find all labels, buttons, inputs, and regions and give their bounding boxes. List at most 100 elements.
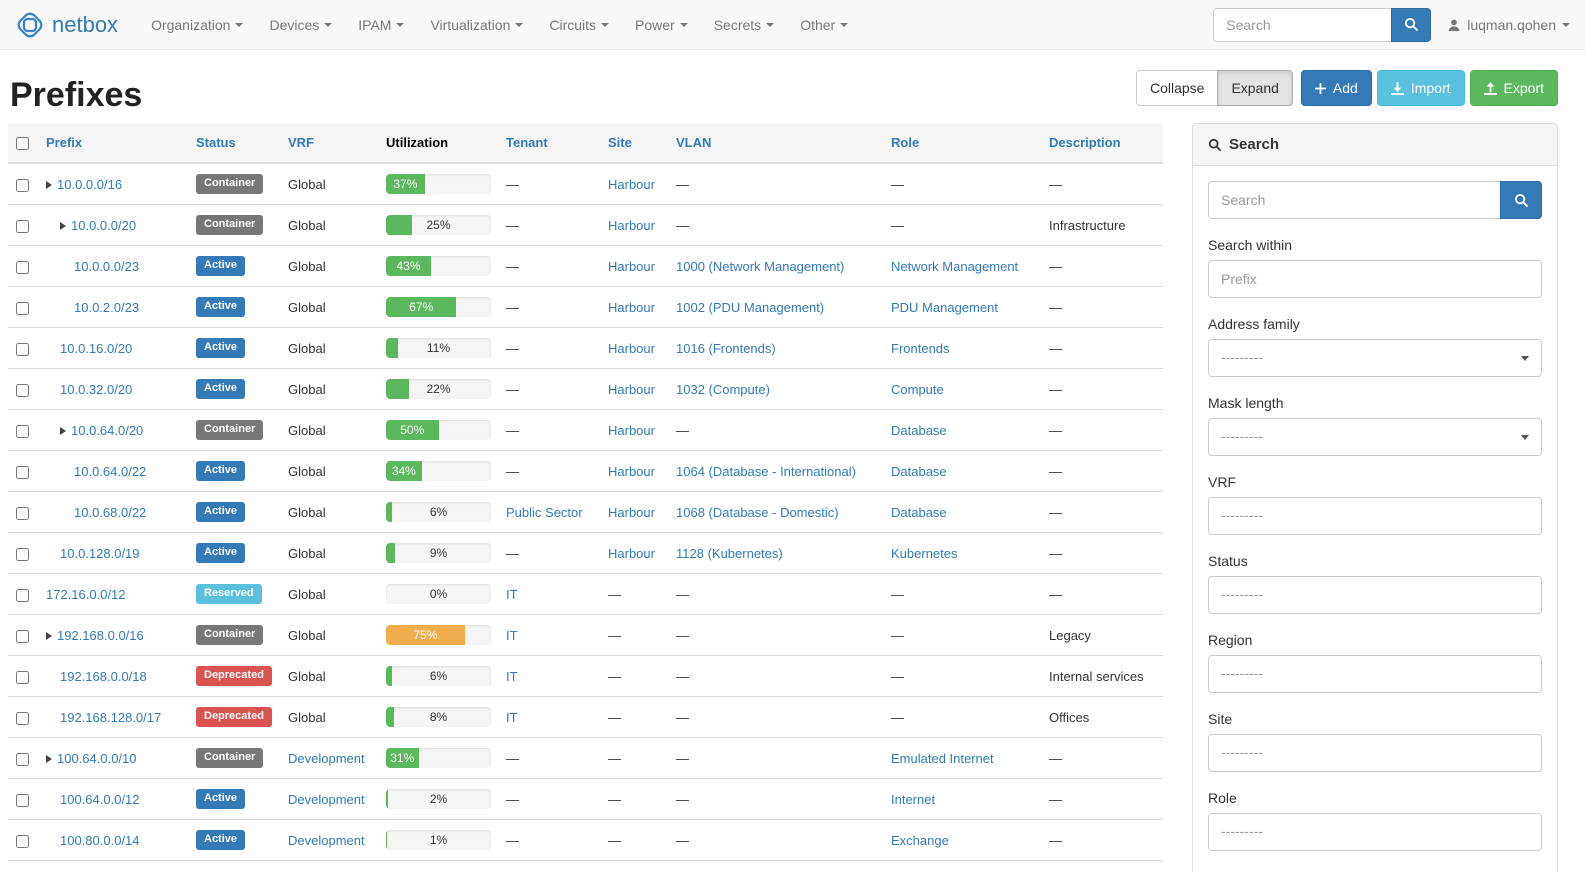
filter-select-role[interactable]: --------- <box>1208 813 1542 851</box>
expand-caret-icon[interactable] <box>46 180 52 189</box>
filter-input-search-within[interactable] <box>1208 260 1542 298</box>
menu-circuits[interactable]: Circuits <box>536 2 622 48</box>
row-checkbox[interactable] <box>16 670 29 684</box>
prefix-link[interactable]: 192.168.0.0/16 <box>57 627 144 643</box>
prefix-link[interactable]: 10.0.64.0/20 <box>71 422 144 438</box>
row-checkbox[interactable] <box>16 383 29 397</box>
brand-link[interactable]: netbox <box>15 10 118 40</box>
prefix-link[interactable]: 10.0.32.0/20 <box>60 381 133 397</box>
filter-select-region[interactable]: --------- <box>1208 655 1542 693</box>
site-link[interactable]: Harbour <box>608 381 655 397</box>
prefix-link[interactable]: 10.0.128.0/19 <box>60 545 140 561</box>
column-header-vlan[interactable]: VLAN <box>668 123 883 165</box>
filter-select-site[interactable]: --------- <box>1208 734 1542 772</box>
vlan-link[interactable]: 1000 (Network Management) <box>676 258 845 274</box>
row-checkbox[interactable] <box>16 342 29 356</box>
prefix-link[interactable]: 10.0.68.0/22 <box>74 504 147 520</box>
role-link[interactable]: Database <box>891 463 947 479</box>
column-header-vrf[interactable]: VRF <box>280 123 378 165</box>
site-link[interactable]: Harbour <box>608 422 655 438</box>
menu-other[interactable]: Other <box>787 2 861 48</box>
prefix-link[interactable]: 10.0.0.0/23 <box>74 258 140 274</box>
import-button[interactable]: Import <box>1376 70 1465 106</box>
site-link[interactable]: Harbour <box>608 299 655 315</box>
tenant-link[interactable]: IT <box>506 709 518 725</box>
role-link[interactable]: PDU Management <box>891 299 998 315</box>
vrf-link[interactable]: Development <box>288 791 365 807</box>
search-input[interactable] <box>1213 7 1392 42</box>
menu-power[interactable]: Power <box>622 2 701 48</box>
column-header-tenant[interactable]: Tenant <box>498 123 600 165</box>
vlan-link[interactable]: 1128 (Kubernetes) <box>676 545 783 561</box>
row-checkbox[interactable] <box>16 301 29 315</box>
prefix-link[interactable]: 172.16.0.0/12 <box>46 586 126 602</box>
menu-virtualization[interactable]: Virtualization <box>417 2 536 48</box>
column-header-site[interactable]: Site <box>600 123 668 165</box>
role-link[interactable]: Database <box>891 504 947 520</box>
row-checkbox[interactable] <box>16 547 29 561</box>
column-header-description[interactable]: Description <box>1041 123 1163 165</box>
row-checkbox[interactable] <box>16 834 29 848</box>
expand-caret-icon[interactable] <box>46 754 52 763</box>
tenant-link[interactable]: IT <box>506 668 518 684</box>
collapse-button[interactable]: Collapse <box>1135 70 1219 106</box>
menu-devices[interactable]: Devices <box>256 2 345 48</box>
site-link[interactable]: Harbour <box>608 176 655 192</box>
vlan-link[interactable]: 1068 (Database - Domestic) <box>676 504 839 520</box>
prefix-link[interactable]: 192.168.128.0/17 <box>60 709 162 725</box>
row-checkbox[interactable] <box>16 219 29 233</box>
role-link[interactable]: Exchange <box>891 832 949 848</box>
add-button[interactable]: Add <box>1300 70 1372 106</box>
filter-select-address-family[interactable]: --------- <box>1208 339 1542 377</box>
sidebar-search-button[interactable] <box>1500 181 1542 219</box>
search-button[interactable] <box>1391 7 1432 42</box>
prefix-link[interactable]: 100.64.0.0/12 <box>60 791 140 807</box>
expand-button[interactable]: Expand <box>1217 70 1293 106</box>
role-link[interactable]: Frontends <box>891 340 950 356</box>
prefix-link[interactable]: 10.0.0.0/16 <box>57 176 123 192</box>
role-link[interactable]: Network Management <box>891 258 1019 274</box>
tenant-link[interactable]: IT <box>506 586 518 602</box>
role-link[interactable]: Kubernetes <box>891 545 958 561</box>
vrf-link[interactable]: Development <box>288 832 365 848</box>
role-link[interactable]: Compute <box>891 381 944 397</box>
prefix-link[interactable]: 10.0.2.0/23 <box>74 299 140 315</box>
row-checkbox[interactable] <box>16 465 29 479</box>
vlan-link[interactable]: 1032 (Compute) <box>676 381 770 397</box>
menu-secrets[interactable]: Secrets <box>701 2 787 48</box>
role-link[interactable]: Internet <box>891 791 936 807</box>
export-button[interactable]: Export <box>1469 70 1558 106</box>
row-checkbox[interactable] <box>16 793 29 807</box>
row-checkbox[interactable] <box>16 629 29 643</box>
role-link[interactable]: Emulated Internet <box>891 750 994 766</box>
prefix-link[interactable]: 10.0.16.0/20 <box>60 340 133 356</box>
site-link[interactable]: Harbour <box>608 340 655 356</box>
vlan-link[interactable]: 1002 (PDU Management) <box>676 299 825 315</box>
vlan-link[interactable]: 1064 (Database - International) <box>676 463 856 479</box>
vlan-link[interactable]: 1016 (Frontends) <box>676 340 776 356</box>
prefix-link[interactable]: 100.64.0.0/10 <box>57 750 137 766</box>
row-checkbox[interactable] <box>16 752 29 766</box>
menu-organization[interactable]: Organization <box>138 2 256 48</box>
user-menu[interactable]: luqman.qohen <box>1447 17 1570 33</box>
tenant-link[interactable]: Public Sector <box>506 504 583 520</box>
sidebar-search-input[interactable] <box>1208 181 1500 219</box>
column-header-prefix[interactable]: Prefix <box>38 123 188 165</box>
site-link[interactable]: Harbour <box>608 545 655 561</box>
row-checkbox[interactable] <box>16 506 29 520</box>
expand-caret-icon[interactable] <box>60 426 66 435</box>
site-link[interactable]: Harbour <box>608 463 655 479</box>
filter-select-mask-length[interactable]: --------- <box>1208 418 1542 456</box>
row-checkbox[interactable] <box>16 711 29 725</box>
row-checkbox[interactable] <box>16 178 29 192</box>
row-checkbox[interactable] <box>16 424 29 438</box>
column-header-role[interactable]: Role <box>883 123 1041 165</box>
filter-select-vrf[interactable]: --------- <box>1208 497 1542 535</box>
vrf-link[interactable]: Development <box>288 750 365 766</box>
site-link[interactable]: Harbour <box>608 217 655 233</box>
filter-select-status[interactable]: --------- <box>1208 576 1542 614</box>
prefix-link[interactable]: 100.80.0.0/14 <box>60 832 140 848</box>
column-header-status[interactable]: Status <box>188 123 280 165</box>
prefix-link[interactable]: 10.0.0.0/20 <box>71 217 137 233</box>
site-link[interactable]: Harbour <box>608 258 655 274</box>
